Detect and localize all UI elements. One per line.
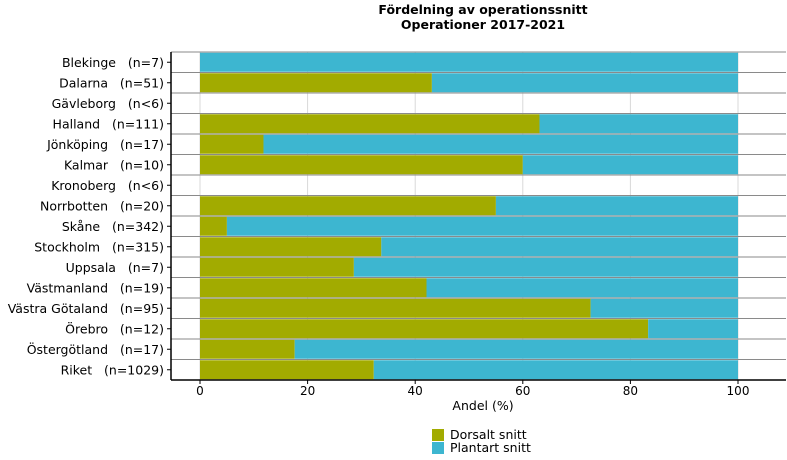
bar-dorsalt	[200, 134, 264, 154]
category-label: Västmanland (n=19)	[27, 280, 164, 295]
bar-plantart	[431, 73, 738, 93]
bar-plantart	[590, 298, 738, 318]
bar-dorsalt	[200, 196, 496, 216]
bar-plantart	[522, 155, 738, 175]
x-tick-label: 0	[196, 384, 204, 398]
bar-dorsalt	[200, 278, 427, 298]
x-tick-label: 60	[515, 384, 530, 398]
bar-dorsalt	[200, 114, 540, 134]
bar-dorsalt	[200, 237, 382, 257]
x-tick-label: 40	[408, 384, 423, 398]
category-label: Uppsala (n=7)	[66, 260, 164, 275]
bar-plantart	[294, 339, 738, 359]
bar-dorsalt	[200, 257, 354, 277]
bar-plantart	[263, 134, 738, 154]
bar-dorsalt	[200, 360, 374, 380]
category-label: Kronoberg (n<6)	[51, 178, 164, 193]
category-label: Norrbotten (n=20)	[40, 198, 164, 213]
row-separators	[171, 51, 786, 381]
bar-plantart	[539, 114, 738, 134]
bar-plantart	[353, 257, 738, 277]
bar-dorsalt	[200, 298, 591, 318]
legend-swatch	[432, 429, 444, 441]
category-label: Blekinge (n=7)	[62, 55, 164, 70]
bar-dorsalt	[200, 216, 227, 236]
bar-plantart	[495, 196, 738, 216]
x-tick-label: 100	[727, 384, 750, 398]
category-label: Halland (n=111)	[53, 116, 164, 131]
x-tick-label: 20	[300, 384, 315, 398]
category-label: Östergötland (n=17)	[27, 341, 164, 357]
bar-dorsalt	[200, 339, 295, 359]
category-label: Gävleborg (n<6)	[52, 96, 164, 111]
category-labels: Blekinge (n=7) Dalarna (n=51) Gävleborg (n…	[8, 55, 164, 378]
chart-subtitle: Operationer 2017-2021	[401, 17, 565, 32]
bar-plantart	[226, 216, 738, 236]
bar-dorsalt	[200, 155, 523, 175]
category-label: Skåne (n=342)	[62, 219, 164, 234]
bars	[200, 52, 738, 380]
category-label: Dalarna (n=51)	[59, 75, 164, 90]
bar-plantart	[426, 278, 738, 298]
legend-label: Dorsalt snitt	[450, 427, 527, 442]
chart-title: Fördelning av operationssnitt	[378, 2, 587, 17]
bar-plantart	[381, 237, 738, 257]
category-label: Örebro (n=12)	[65, 320, 164, 336]
bar-dorsalt	[200, 73, 432, 93]
bar-plantart	[373, 360, 738, 380]
axes	[167, 52, 786, 384]
x-tick-labels: 0 20 40 60 80 100	[196, 384, 749, 398]
category-label: Jönköping (n=17)	[46, 137, 164, 152]
bar-plantart	[200, 52, 738, 72]
x-axis-title: Andel (%)	[452, 398, 513, 413]
category-label: Västra Götaland (n=95)	[8, 301, 164, 316]
category-label: Stockholm (n=315)	[34, 239, 164, 254]
category-label: Riket (n=1029)	[61, 362, 164, 377]
bar-plantart	[648, 319, 738, 339]
category-label: Kalmar (n=10)	[64, 157, 164, 172]
legend-swatch	[432, 442, 444, 454]
bar-dorsalt	[200, 319, 649, 339]
x-tick-label: 80	[623, 384, 638, 398]
legend-label: Plantart snitt	[450, 440, 531, 455]
